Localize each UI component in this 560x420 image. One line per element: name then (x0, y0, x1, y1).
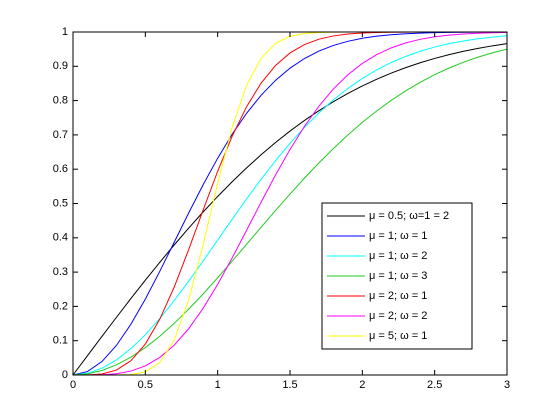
x-tick-label: 2 (359, 379, 365, 391)
series-line (72, 35, 508, 376)
y-tick-label: 0.3 (53, 266, 68, 278)
series-line (72, 48, 508, 376)
x-tick-label: 2.5 (427, 379, 442, 391)
series-line (72, 43, 508, 376)
legend-label: μ = 0.5; ω=1 = 2 (369, 210, 449, 222)
y-tick-label: 0.7 (53, 129, 68, 141)
x-tick-label: 1.5 (282, 379, 297, 391)
y-tick-label: 0.9 (53, 60, 68, 72)
x-tick-label: 1 (215, 379, 221, 391)
y-tick-label: 0.2 (53, 300, 68, 312)
x-tick-label: 3 (504, 379, 510, 391)
legend: μ = 0.5; ω=1 = 2 μ = 1; ω = 1 μ = 1; ω = 2… (321, 202, 473, 350)
legend-label: μ = 1; ω = 2 (369, 250, 427, 262)
y-tick-label: 0.8 (53, 95, 68, 107)
y-tick-label: 0 (62, 369, 68, 381)
legend-label: μ = 1; ω = 3 (369, 270, 427, 282)
y-tick-label: 1 (62, 26, 68, 38)
legend-label: μ = 2; ω = 1 (369, 290, 427, 302)
x-tick-label: 0.5 (138, 379, 153, 391)
legend-label: μ = 2; ω = 2 (369, 310, 427, 322)
y-tick-label: 0.5 (53, 197, 68, 209)
y-tick-label: 0.4 (53, 232, 68, 244)
legend-label: μ = 5; ω = 1 (369, 330, 427, 342)
y-tick-label: 0.1 (53, 335, 68, 347)
x-tick-label: 0 (70, 379, 76, 391)
legend-label: μ = 1; ω = 1 (369, 230, 427, 242)
y-tick-label: 0.6 (53, 163, 68, 175)
